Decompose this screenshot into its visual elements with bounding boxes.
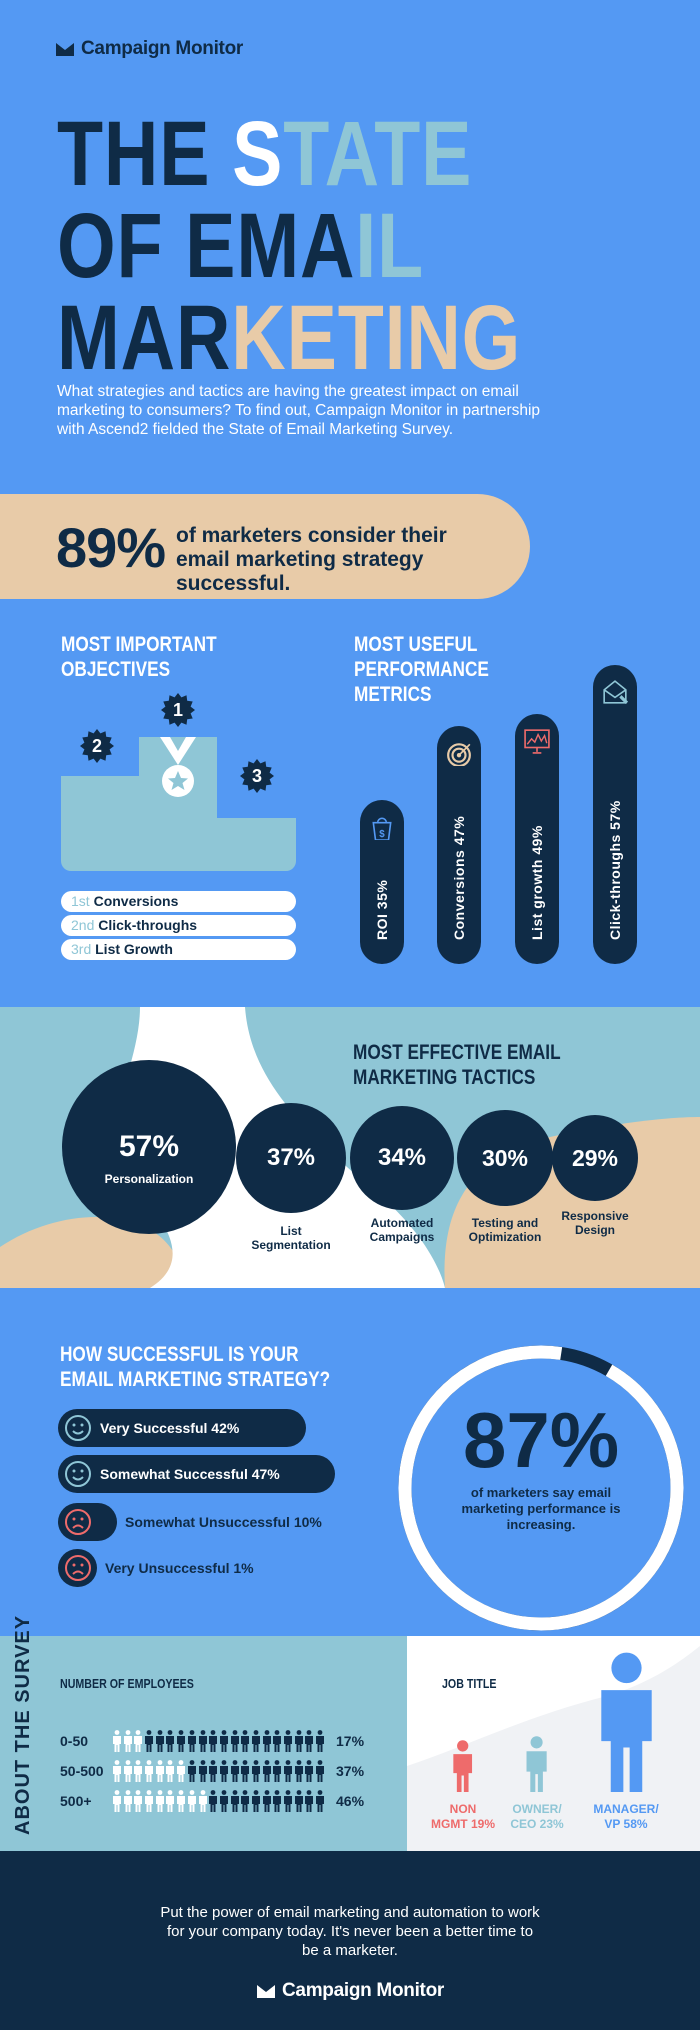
job-label: OWNER/CEO 23% [510,1802,564,1831]
metric-bar: Conversions 47% [437,726,481,964]
shopping-bag-dollar-icon: $ [372,817,392,840]
stat-87-value: 87% [462,1396,620,1484]
tactic-circle: 30% [457,1110,553,1206]
medal-icon [160,737,196,797]
tactic-circle: 34% [350,1106,454,1210]
footer-text: Put the power of email marketing and aut… [160,1904,540,1959]
rank-badge-3: 3 [239,758,275,794]
stat-89-value: 89% [56,516,166,579]
smile-icon [65,1461,91,1487]
employee-row: 500+ 46% [60,1790,364,1812]
stat-87-ring [398,1345,684,1631]
target-icon [447,743,471,766]
success-bar: Very Successful 42% [58,1409,306,1447]
success-bar: Somewhat Successful 47% [58,1455,335,1493]
footer [0,1851,700,2030]
rank-badge-2: 2 [79,728,115,764]
success-row: Very Unsuccessful 1% [58,1549,254,1587]
person-icon [526,1736,548,1792]
tactic-circle: 37% [236,1103,346,1213]
chart-monitor-icon [524,729,550,754]
tactic-circle: 29% [552,1115,638,1201]
svg-text:$: $ [379,829,385,840]
objective-item: 1st Conversions [61,891,296,912]
tactic-label: Responsive Design [561,1209,629,1237]
stat-89-banner [0,494,530,599]
page-title: THE STATE OF EMAIL MARKETING [57,103,522,389]
metrics-title: MOST USEFUL PERFORMANCE METRICS [354,633,489,706]
employee-row: 50-500 37% [60,1760,364,1782]
success-bar [58,1503,117,1541]
footer-logo: Campaign Monitor [257,1980,444,2002]
job-title-heading: JOB TITLE [442,1676,497,1691]
starburst-icon [240,759,274,793]
objectives-title: MOST IMPORTANT OBJECTIVES [61,633,217,681]
person-icon [453,1740,473,1792]
objective-item: 3rd List Growth [61,939,296,960]
metric-bar: List growth 49% [515,714,559,964]
frown-icon [65,1555,91,1581]
objective-item: 2nd Click-throughs [61,915,296,936]
stat-87-text: of marketers say email marketing perform… [461,1485,621,1532]
tactic-circle: 57% [62,1060,236,1234]
starburst-icon [161,693,195,727]
tactic-label: Personalization [104,1172,194,1186]
tactic-label: Automated Campaigns [369,1216,435,1244]
tactic-label: List Segmentation [251,1224,331,1252]
rank-badge-1: 1 [160,692,196,728]
envelope-logo-icon [257,1984,275,1998]
intro-text: What strategies and tactics are having t… [57,383,541,438]
ring-fill [398,1345,684,1631]
survey-title: ABOUT THE SURVEY [12,1614,34,1835]
success-bar [58,1549,97,1587]
starburst-icon [80,729,114,763]
smile-icon [65,1415,91,1441]
employee-row: 0-50 17% [60,1730,364,1752]
envelope-logo-icon [56,42,74,56]
employees-title: NUMBER OF EMPLOYEES [60,1676,194,1691]
job-label: NON MGMT 19% [430,1802,495,1831]
people-pictogram [112,1790,326,1812]
tactic-label: Testing and Optimization [468,1216,542,1244]
tactics-title: MOST EFFECTIVE EMAIL MARKETING TACTICS [353,1041,561,1089]
metric-bar: Click-throughs 57% [593,665,637,964]
stat-89-text: of marketers consider their email market… [176,524,447,595]
job-label: MANAGER/VP 58% [593,1802,659,1831]
brand-logo: Campaign Monitor [56,38,243,60]
envelope-cursor-icon [603,680,628,704]
people-pictogram [112,1730,326,1752]
frown-icon [65,1509,91,1535]
person-icon [600,1652,652,1792]
metric-bar: $ ROI 35% [360,800,404,964]
people-pictogram [112,1760,326,1782]
success-title: HOW SUCCESSFUL IS YOUR EMAIL MARKETING S… [60,1343,331,1391]
success-row: Somewhat Unsuccessful 10% [58,1503,322,1541]
